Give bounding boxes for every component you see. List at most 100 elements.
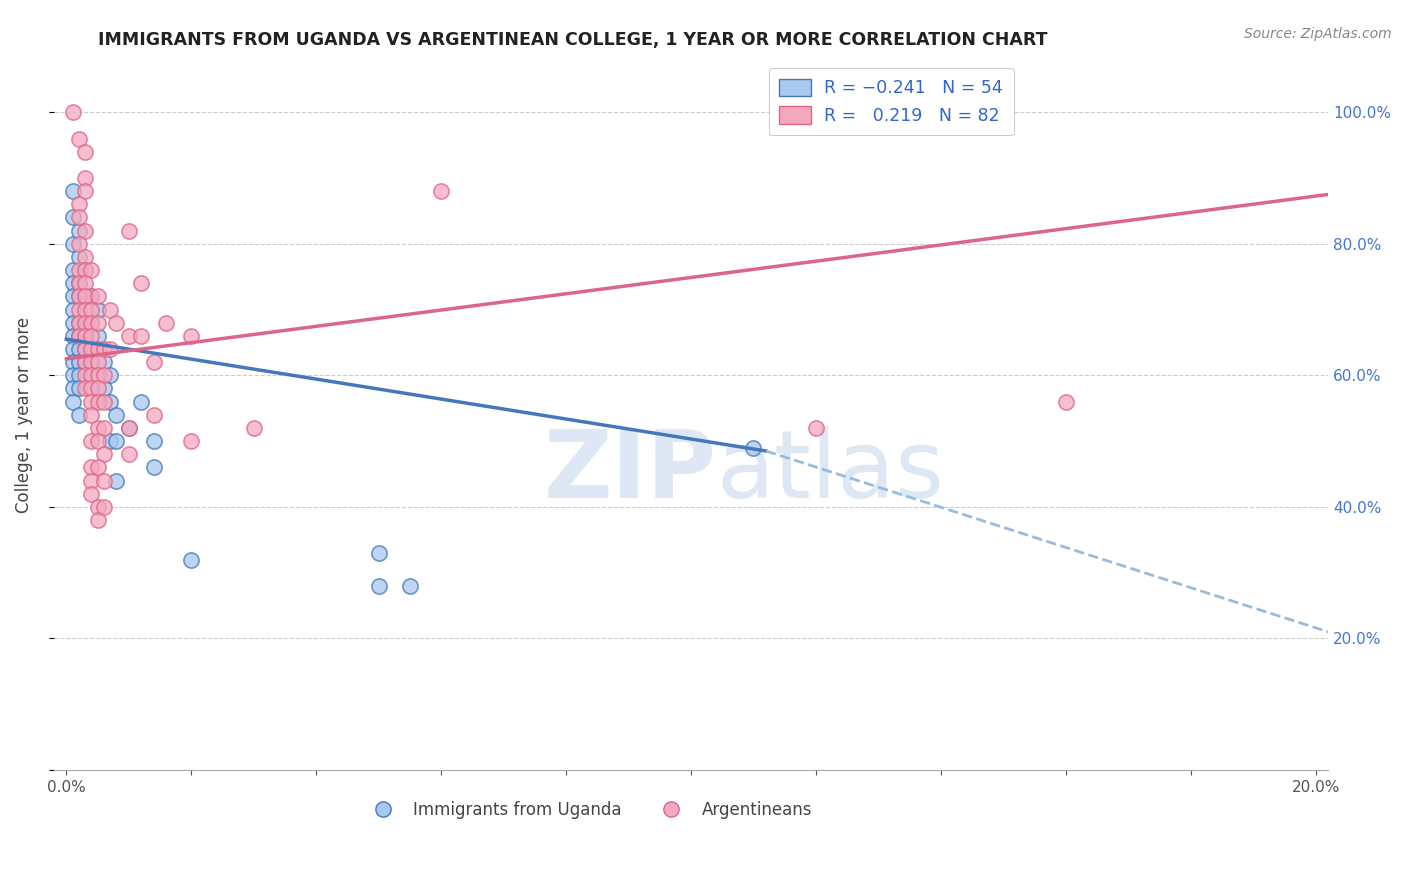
Point — [62, 211, 84, 225]
Point — [62, 277, 84, 291]
Point — [75, 250, 97, 264]
Point — [93, 368, 115, 383]
Point — [67, 277, 90, 291]
Point — [67, 250, 90, 264]
Point — [105, 434, 128, 449]
Point — [129, 277, 152, 291]
Point — [86, 421, 108, 435]
Point — [62, 105, 84, 120]
Point — [86, 302, 108, 317]
Point — [75, 263, 97, 277]
Point — [98, 434, 121, 449]
Point — [80, 408, 103, 422]
Point — [98, 302, 121, 317]
Point — [75, 316, 97, 330]
Point — [67, 316, 90, 330]
Point — [67, 302, 90, 317]
Point — [93, 342, 115, 356]
Point — [75, 145, 97, 159]
Point — [75, 302, 97, 317]
Point — [118, 421, 141, 435]
Point — [1054, 394, 1077, 409]
Point — [93, 500, 115, 514]
Point — [804, 421, 827, 435]
Point — [75, 316, 97, 330]
Point — [118, 421, 141, 435]
Point — [67, 211, 90, 225]
Point — [80, 487, 103, 501]
Point — [86, 355, 108, 369]
Point — [242, 421, 264, 435]
Point — [75, 263, 97, 277]
Point — [93, 474, 115, 488]
Point — [86, 368, 108, 383]
Point — [80, 316, 103, 330]
Point — [67, 277, 90, 291]
Point — [86, 342, 108, 356]
Point — [67, 224, 90, 238]
Legend: Immigrants from Uganda, Argentineans: Immigrants from Uganda, Argentineans — [360, 794, 818, 826]
Point — [67, 342, 90, 356]
Point — [62, 329, 84, 343]
Point — [105, 316, 128, 330]
Point — [62, 289, 84, 303]
Point — [80, 289, 103, 303]
Point — [93, 382, 115, 396]
Point — [118, 224, 141, 238]
Point — [75, 382, 97, 396]
Text: atlas: atlas — [717, 425, 945, 517]
Point — [67, 408, 90, 422]
Point — [742, 441, 765, 455]
Point — [155, 316, 177, 330]
Point — [75, 171, 97, 186]
Point — [67, 236, 90, 251]
Point — [142, 355, 165, 369]
Point — [80, 474, 103, 488]
Point — [75, 355, 97, 369]
Point — [62, 342, 84, 356]
Point — [142, 434, 165, 449]
Text: ZIP: ZIP — [544, 425, 717, 517]
Point — [80, 460, 103, 475]
Point — [80, 289, 103, 303]
Point — [86, 434, 108, 449]
Point — [142, 408, 165, 422]
Point — [80, 302, 103, 317]
Point — [367, 579, 389, 593]
Point — [75, 342, 97, 356]
Point — [80, 355, 103, 369]
Point — [75, 329, 97, 343]
Point — [80, 382, 103, 396]
Point — [98, 394, 121, 409]
Point — [62, 368, 84, 383]
Point — [86, 500, 108, 514]
Point — [62, 302, 84, 317]
Point — [67, 289, 90, 303]
Point — [75, 289, 97, 303]
Text: Source: ZipAtlas.com: Source: ZipAtlas.com — [1244, 27, 1392, 41]
Point — [80, 434, 103, 449]
Point — [67, 263, 90, 277]
Point — [93, 421, 115, 435]
Y-axis label: College, 1 year or more: College, 1 year or more — [15, 317, 32, 513]
Point — [75, 277, 97, 291]
Point — [93, 394, 115, 409]
Point — [86, 316, 108, 330]
Point — [62, 355, 84, 369]
Point — [86, 382, 108, 396]
Point — [93, 355, 115, 369]
Point — [86, 289, 108, 303]
Point — [80, 329, 103, 343]
Point — [62, 316, 84, 330]
Point — [105, 408, 128, 422]
Point — [67, 368, 90, 383]
Point — [62, 236, 84, 251]
Point — [118, 447, 141, 461]
Point — [180, 329, 202, 343]
Point — [399, 579, 422, 593]
Text: IMMIGRANTS FROM UGANDA VS ARGENTINEAN COLLEGE, 1 YEAR OR MORE CORRELATION CHART: IMMIGRANTS FROM UGANDA VS ARGENTINEAN CO… — [98, 31, 1047, 49]
Point — [118, 329, 141, 343]
Point — [67, 316, 90, 330]
Point — [129, 394, 152, 409]
Point — [80, 368, 103, 383]
